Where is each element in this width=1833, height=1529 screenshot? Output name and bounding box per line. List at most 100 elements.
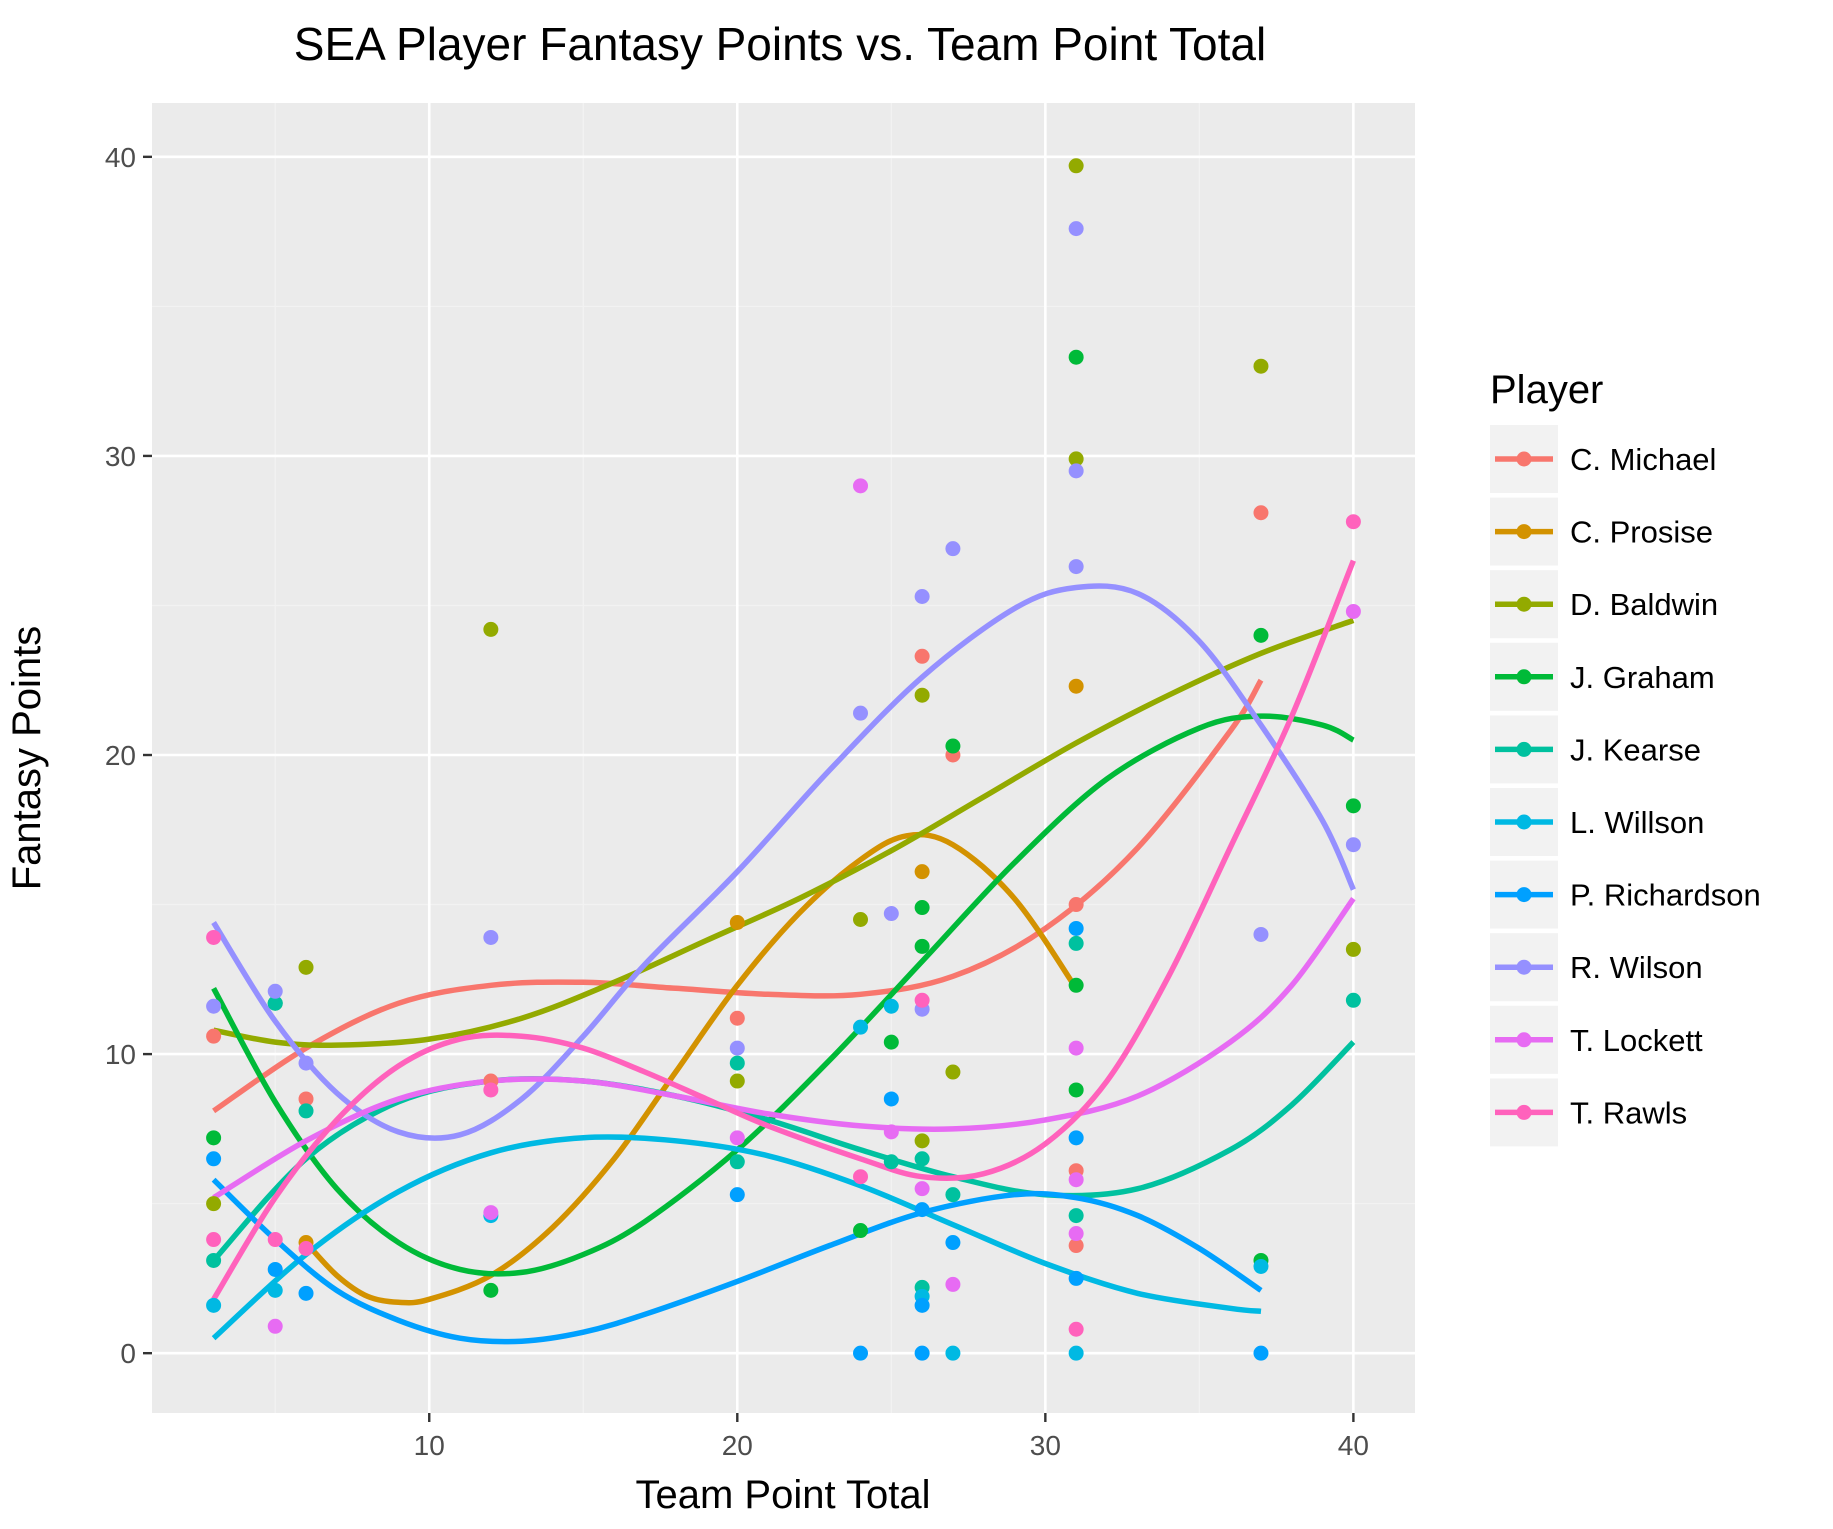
legend-label: R. Wilson xyxy=(1570,950,1703,985)
legend-label: C. Prosise xyxy=(1570,515,1713,550)
legend-key-point xyxy=(1517,742,1532,757)
point-d-baldwin xyxy=(1069,158,1084,173)
legend-label: T. Rawls xyxy=(1570,1095,1687,1130)
y-tick-label: 10 xyxy=(105,1039,136,1070)
point-t-lockett xyxy=(853,478,868,493)
point-j-kearse xyxy=(730,1154,745,1169)
point-l-willson xyxy=(1069,1346,1084,1361)
point-j-graham xyxy=(945,739,960,754)
point-r-wilson xyxy=(206,999,221,1014)
point-r-wilson xyxy=(884,906,899,921)
legend-label: J. Kearse xyxy=(1570,732,1701,767)
point-p-richardson xyxy=(268,1262,283,1277)
legend-key-point xyxy=(1517,524,1532,539)
y-tick-label: 30 xyxy=(105,441,136,472)
legend-label: T. Lockett xyxy=(1570,1023,1703,1058)
point-d-baldwin xyxy=(483,622,498,637)
legend-item-l-willson: L. Willson xyxy=(1490,788,1704,856)
point-j-kearse xyxy=(1069,1208,1084,1223)
point-t-lockett xyxy=(915,1181,930,1196)
point-c-michael xyxy=(915,649,930,664)
legend-item-c-prosise: C. Prosise xyxy=(1490,498,1713,566)
point-t-rawls xyxy=(483,1082,498,1097)
point-t-lockett xyxy=(884,1124,899,1139)
legend-item-j-kearse: J. Kearse xyxy=(1490,715,1701,783)
legend-label: L. Willson xyxy=(1570,805,1704,840)
point-t-lockett xyxy=(730,1130,745,1145)
point-j-kearse xyxy=(1346,993,1361,1008)
point-j-graham xyxy=(1069,1082,1084,1097)
point-p-richardson xyxy=(945,1235,960,1250)
legend-key-point xyxy=(1517,452,1532,467)
point-j-graham xyxy=(483,1283,498,1298)
point-t-rawls xyxy=(1346,514,1361,529)
legend-item-t-lockett: T. Lockett xyxy=(1490,1006,1703,1074)
point-p-richardson xyxy=(915,1298,930,1313)
point-j-kearse xyxy=(915,1151,930,1166)
point-l-willson xyxy=(268,1283,283,1298)
legend-key-point xyxy=(1517,1032,1532,1047)
point-l-willson xyxy=(853,1020,868,1035)
point-p-richardson xyxy=(884,1091,899,1106)
legend-item-c-michael: C. Michael xyxy=(1490,425,1716,493)
legend-item-p-richardson: P. Richardson xyxy=(1490,861,1761,929)
legend-label: J. Graham xyxy=(1570,660,1715,695)
point-d-baldwin xyxy=(1346,942,1361,957)
point-r-wilson xyxy=(730,1041,745,1056)
point-l-willson xyxy=(206,1298,221,1313)
point-t-lockett xyxy=(945,1277,960,1292)
point-r-wilson xyxy=(1253,927,1268,942)
point-c-prosise xyxy=(1069,679,1084,694)
point-c-michael xyxy=(1069,897,1084,912)
legend-key-point xyxy=(1517,815,1532,830)
legend-item-t-rawls: T. Rawls xyxy=(1490,1078,1687,1146)
legend: Player C. Michael C. Prosise D. Baldwin J. … xyxy=(1490,368,1761,1146)
legend-key-point xyxy=(1517,960,1532,975)
chart-title: SEA Player Fantasy Points vs. Team Point… xyxy=(294,18,1266,70)
point-r-wilson xyxy=(299,1056,314,1071)
point-t-rawls xyxy=(915,993,930,1008)
y-tick-label: 40 xyxy=(105,142,136,173)
point-d-baldwin xyxy=(915,1133,930,1148)
legend-key-point xyxy=(1517,1105,1532,1120)
point-c-prosise xyxy=(730,915,745,930)
legend-label: D. Baldwin xyxy=(1570,587,1718,622)
point-r-wilson xyxy=(1069,463,1084,478)
point-r-wilson xyxy=(268,984,283,999)
point-p-richardson xyxy=(1069,921,1084,936)
legend-key-point xyxy=(1517,887,1532,902)
point-j-graham xyxy=(1069,978,1084,993)
legend-key-point xyxy=(1517,597,1532,612)
point-p-richardson xyxy=(299,1286,314,1301)
point-t-lockett xyxy=(1069,1226,1084,1241)
point-p-richardson xyxy=(1069,1130,1084,1145)
point-t-rawls xyxy=(268,1232,283,1247)
point-r-wilson xyxy=(853,706,868,721)
point-d-baldwin xyxy=(915,688,930,703)
point-r-wilson xyxy=(915,589,930,604)
point-l-willson xyxy=(884,999,899,1014)
point-t-rawls xyxy=(299,1241,314,1256)
point-j-kearse xyxy=(730,1056,745,1071)
legend-label: P. Richardson xyxy=(1570,878,1761,913)
plot-panel xyxy=(152,103,1415,1413)
point-j-graham xyxy=(915,900,930,915)
point-c-michael xyxy=(730,1011,745,1026)
point-j-graham xyxy=(1253,628,1268,643)
point-p-richardson xyxy=(730,1187,745,1202)
point-t-lockett xyxy=(1346,604,1361,619)
legend-label: C. Michael xyxy=(1570,442,1716,477)
point-d-baldwin xyxy=(853,912,868,927)
point-j-graham xyxy=(206,1130,221,1145)
point-l-willson xyxy=(1253,1259,1268,1274)
point-j-kearse xyxy=(945,1187,960,1202)
x-tick-label: 30 xyxy=(1030,1430,1061,1461)
point-d-baldwin xyxy=(299,960,314,975)
legend-item-r-wilson: R. Wilson xyxy=(1490,933,1703,1001)
point-p-richardson xyxy=(1069,1271,1084,1286)
point-r-wilson xyxy=(1069,221,1084,236)
point-p-richardson xyxy=(853,1346,868,1361)
legend-title: Player xyxy=(1490,368,1603,412)
point-j-kearse xyxy=(1069,936,1084,951)
point-t-lockett xyxy=(1069,1041,1084,1056)
